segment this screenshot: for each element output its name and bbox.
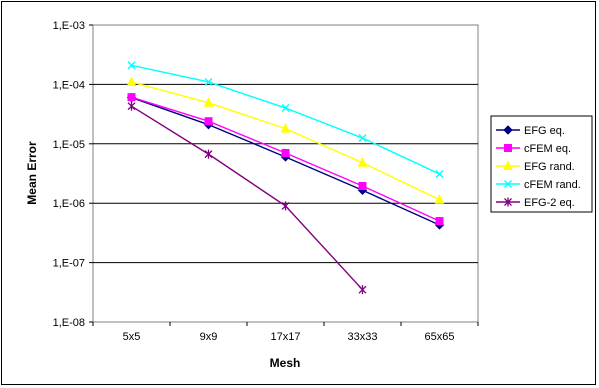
data-point-marker: [434, 193, 445, 204]
series-efg-rand: [126, 76, 445, 204]
legend-item: EFG eq.: [496, 125, 565, 137]
x-tick-label: 33x33: [348, 331, 378, 343]
legend-label: EFG eq.: [524, 125, 565, 137]
series-line: [131, 105, 364, 291]
y-tick-label: 1,E-06: [53, 198, 85, 210]
legend-label: EFG rand.: [524, 161, 575, 173]
legend-item: cFEM rand.: [496, 179, 581, 191]
data-point-marker: [127, 101, 136, 111]
data-point-marker: [280, 123, 291, 133]
data-point-marker: [204, 117, 213, 126]
series-efg-2-eq: [127, 101, 367, 295]
y-tick-label: 1,E-07: [53, 258, 85, 270]
plot-area: [92, 24, 479, 323]
data-point-marker: [358, 134, 367, 143]
legend-label: cFEM eq.: [524, 143, 571, 155]
data-point-marker: [503, 125, 513, 135]
data-point-marker: [504, 144, 512, 152]
data-point-marker: [204, 77, 213, 86]
legend-items: EFG eq. cFEM eq. EFG rand. cFEM rand. EFG-2 …: [496, 125, 581, 209]
data-point-marker: [504, 180, 512, 188]
y-axis-ticks: 1,E-03 1,E-04 1,E-05 1,E-06 1,E-07 1,E-08: [53, 20, 93, 329]
x-tick-label: 9x9: [200, 331, 218, 343]
data-point-marker: [504, 197, 512, 207]
y-tick-label: 1,E-04: [53, 79, 85, 91]
legend-item: EFG rand.: [496, 160, 575, 173]
x-axis-ticks: 5x5 9x9 17x17 33x33 65x65: [92, 322, 479, 343]
data-point-marker: [281, 201, 290, 211]
x-tick-label: 65x65: [425, 331, 455, 343]
data-point-marker: [127, 93, 136, 102]
legend-item: cFEM eq.: [496, 143, 571, 155]
data-point-marker: [281, 149, 290, 158]
series-cfem-rand: [127, 61, 444, 179]
data-point-marker: [357, 157, 368, 167]
data-point-marker: [503, 160, 513, 170]
data-point-marker: [203, 97, 214, 107]
x-tick-label: 17x17: [271, 331, 301, 343]
data-point-marker: [281, 104, 290, 113]
legend-label: EFG-2 eq.: [524, 197, 575, 209]
legend: EFG eq. cFEM eq. EFG rand. cFEM rand. EFG-2 …: [490, 115, 593, 213]
legend-label: cFEM rand.: [524, 179, 581, 191]
data-point-marker: [435, 170, 444, 179]
legend-item: EFG-2 eq.: [496, 197, 575, 209]
series-cfem-eq: [127, 93, 444, 226]
data-point-marker: [127, 61, 136, 70]
data-point-marker: [204, 149, 213, 159]
y-axis-title: Mean Error: [25, 141, 39, 205]
data-point-marker: [126, 76, 137, 86]
x-axis-title: Mesh: [270, 356, 301, 370]
y-tick-label: 1,E-05: [53, 139, 85, 151]
data-point-marker: [435, 217, 444, 226]
y-tick-label: 1,E-03: [53, 20, 85, 32]
x-tick-label: 5x5: [123, 331, 141, 343]
data-point-marker: [358, 181, 367, 190]
data-point-marker: [358, 285, 367, 295]
y-tick-label: 1,E-08: [53, 317, 85, 329]
series-lines: [126, 61, 445, 295]
